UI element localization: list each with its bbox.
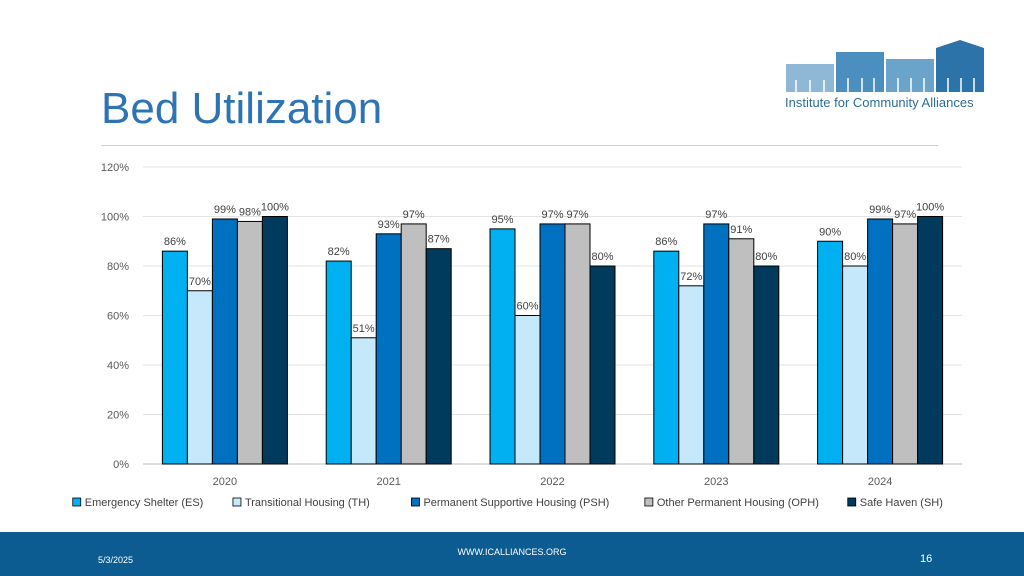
bar <box>589 265 616 465</box>
bar <box>653 250 680 465</box>
y-tick-label: 60% <box>107 311 129 323</box>
x-tick-label: 2020 <box>213 476 237 488</box>
bar <box>817 240 844 465</box>
y-tick-label: 100% <box>101 212 129 224</box>
y-tick-label: 40% <box>107 360 129 372</box>
data-label: 90% <box>819 226 841 238</box>
data-label: 97% <box>894 209 916 221</box>
bar <box>211 218 238 465</box>
data-label: 70% <box>189 276 211 288</box>
data-label: 97% <box>541 209 563 221</box>
bar-chart: 0%20%40%60%80%100%120%86%70%99% 98% 100%20… <box>72 162 962 509</box>
bar <box>325 260 352 465</box>
x-tick-label: 2021 <box>376 476 400 488</box>
x-tick-label: 2023 <box>704 476 728 488</box>
data-label: 100% <box>261 202 289 214</box>
y-tick-label: 20% <box>107 410 129 422</box>
bar <box>489 228 516 465</box>
ica-logo-icon <box>786 40 984 92</box>
data-label: 72% <box>680 271 702 283</box>
data-label: 86% <box>655 236 677 248</box>
data-label: 80% <box>844 251 866 263</box>
legend-label: Other Permanent Housing (OPH) <box>657 497 819 509</box>
data-label: 82% <box>328 246 350 258</box>
bar <box>261 216 288 465</box>
data-label: 100% <box>916 202 944 214</box>
y-tick-label: 120% <box>101 162 129 174</box>
y-tick-label: 0% <box>113 459 129 471</box>
legend-label: Emergency Shelter (ES) <box>85 497 204 509</box>
y-tick-label: 80% <box>107 261 129 273</box>
footer-bar <box>0 532 1024 576</box>
data-label: 87% <box>428 234 450 246</box>
data-label: 98% <box>239 206 261 218</box>
bar <box>564 223 591 465</box>
data-label: 99% <box>214 204 236 216</box>
data-label: 86% <box>164 236 186 248</box>
bar <box>161 250 188 465</box>
bar <box>728 238 755 465</box>
bar <box>350 337 377 465</box>
bar <box>753 265 780 465</box>
footer-date: 5/3/2025 <box>98 555 134 565</box>
slide-title: Bed Utilization <box>101 84 383 133</box>
legend-swatch <box>72 497 82 507</box>
legend-swatch <box>644 497 654 507</box>
data-label: 95% <box>491 214 513 226</box>
bar <box>678 285 705 465</box>
data-label: 91% <box>730 224 752 236</box>
x-tick-label: 2022 <box>540 476 564 488</box>
legend-label: Permanent Supportive Housing (PSH) <box>423 497 609 509</box>
data-label: 97% <box>566 209 588 221</box>
page-number: 16 <box>920 553 933 565</box>
bar <box>703 223 730 465</box>
bar <box>186 290 213 465</box>
x-tick-label: 2024 <box>868 476 892 488</box>
bar <box>375 233 402 465</box>
title-divider <box>101 145 938 146</box>
bar <box>514 315 541 465</box>
data-label: 99% <box>869 204 891 216</box>
data-label: 97% <box>403 209 425 221</box>
bar <box>236 220 263 465</box>
logo-text: Institute for Community Alliances <box>785 95 974 110</box>
bar <box>425 248 452 465</box>
legend-swatch <box>411 497 420 507</box>
footer-url: WWW.ICALLIANCES.ORG <box>457 547 567 557</box>
legend-swatch <box>232 497 242 507</box>
data-label: 97% <box>705 209 727 221</box>
data-label: 60% <box>516 301 538 313</box>
data-label: 93% <box>378 219 400 231</box>
data-label: 80% <box>755 251 777 263</box>
data-label: 80% <box>591 251 613 263</box>
bar <box>867 218 894 465</box>
bar <box>917 216 944 465</box>
data-label: 51% <box>353 323 375 335</box>
legend-label: Safe Haven (SH) <box>860 497 943 509</box>
bar <box>842 265 869 465</box>
bar <box>892 223 919 465</box>
bar <box>400 223 427 465</box>
legend-label: Transitional Housing (TH) <box>245 497 370 509</box>
bar <box>539 223 566 465</box>
legend-swatch <box>847 497 857 507</box>
